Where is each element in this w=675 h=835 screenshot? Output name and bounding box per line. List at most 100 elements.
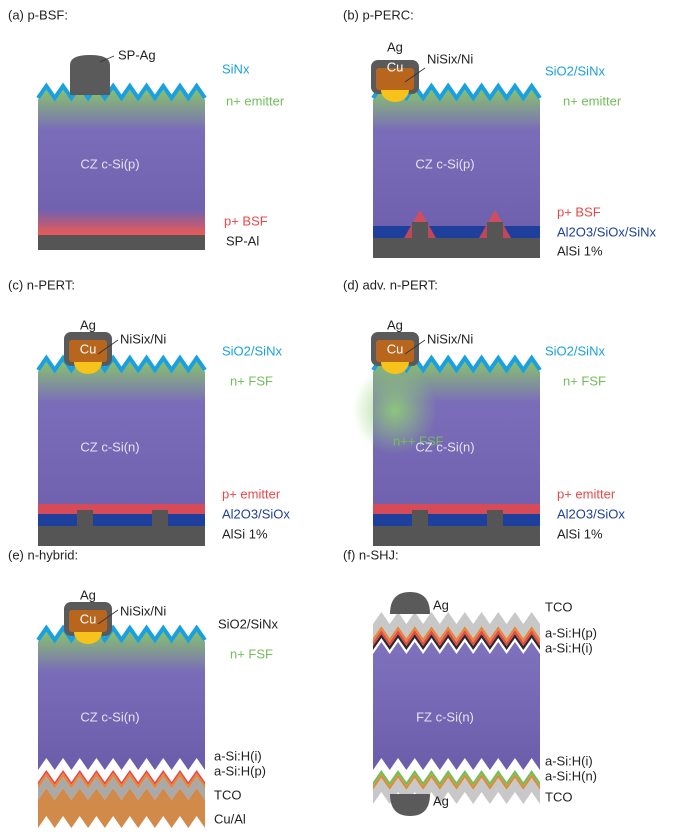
layer-label: NiSix/Ni xyxy=(120,603,166,618)
panel-title: (e) n-hybrid: xyxy=(8,547,78,562)
passivation xyxy=(373,514,540,526)
layer-label: CZ c-Si(n) xyxy=(80,439,139,454)
layer-label: TCO xyxy=(545,789,572,804)
panel-title: (c) n-PERT: xyxy=(8,277,75,292)
layer-label: a-Si:H(p) xyxy=(214,763,266,778)
layer xyxy=(373,626,540,642)
local-contact xyxy=(77,510,93,528)
layer-label: AlSi 1% xyxy=(557,526,603,541)
nisi-layer xyxy=(74,362,102,374)
layer-label: Al2O3/SiOx xyxy=(222,506,290,521)
layer-label: n++ FSF xyxy=(393,433,444,448)
front-doping xyxy=(38,88,205,130)
alsi-layer xyxy=(373,526,540,546)
layer-label: CZ c-Si(n) xyxy=(80,709,139,724)
layer-label: SiNx xyxy=(222,61,250,76)
layer-label: CZ c-Si(n) xyxy=(415,439,474,454)
nisi-layer xyxy=(381,90,409,102)
cu-plating xyxy=(69,340,107,362)
layer xyxy=(38,788,205,828)
layer-label: FZ c-Si(n) xyxy=(416,709,474,724)
layer-label: TCO xyxy=(545,599,572,614)
silicon-bulk xyxy=(373,642,540,770)
layer-label: n+ emitter xyxy=(226,93,285,108)
layer-label: Ag xyxy=(80,587,96,602)
silicon-bulk xyxy=(373,88,540,258)
cu-plating xyxy=(376,340,414,362)
layer xyxy=(373,634,540,650)
silicon-bulk xyxy=(38,360,205,546)
front-doping xyxy=(38,360,205,402)
layer-label: NiSix/Ni xyxy=(427,51,473,66)
panel-title: (f) n-SHJ: xyxy=(343,547,399,562)
panel-title: (b) p-PERC: xyxy=(343,7,414,22)
leader xyxy=(404,67,426,83)
panel-title: (a) p-BSF: xyxy=(8,7,68,22)
layer-label: SiO2/SiNx xyxy=(545,63,605,78)
layer-label: a-Si:H(i) xyxy=(545,640,593,655)
layer-label: Cu xyxy=(80,341,97,356)
emitter-layer xyxy=(373,504,540,514)
layer-label: a-Si:H(n) xyxy=(545,768,597,783)
layer-label: Cu xyxy=(80,611,97,626)
layer-label: TCO xyxy=(214,787,241,802)
emitter-layer xyxy=(38,504,205,514)
ag-grid xyxy=(390,794,430,816)
layer-label: AlSi 1% xyxy=(557,243,603,258)
arc-layer xyxy=(36,82,207,102)
ag-grid xyxy=(390,592,430,614)
layer xyxy=(373,778,540,804)
leader xyxy=(404,339,426,355)
local-contact xyxy=(412,510,428,528)
layer xyxy=(38,777,205,800)
layer-label: Ag xyxy=(80,317,96,332)
layer-label: SiO2/SiNx xyxy=(222,343,282,358)
passivation xyxy=(373,226,540,238)
layer-label: Cu/Al xyxy=(214,811,246,826)
layer-label: Ag xyxy=(433,597,449,612)
layer-label: CZ c-Si(p) xyxy=(80,156,139,171)
ag-paste xyxy=(70,55,110,95)
layer-label: SP-Al xyxy=(226,233,259,248)
layer-label: a-Si:H(i) xyxy=(214,748,262,763)
layer-label: SiO2/SiNx xyxy=(218,616,278,631)
leader xyxy=(97,339,119,355)
cell-panel: (e) n-hybrid: Ag Cu NiSix/Ni SiO2/SiNx n+ FSF… xyxy=(8,547,278,828)
layer-label: p+ emitter xyxy=(557,486,616,501)
layer xyxy=(373,612,540,638)
cell-panel: (c) n-PERT: Ag Cu NiSix/Ni SiO2/SiNx n+ FSF CZ… xyxy=(8,277,290,546)
cell-panel: (d) adv. n-PERT: Ag Cu NiSix/Ni SiO2/SiNx n+ … xyxy=(343,277,625,546)
layer-label: n+ FSF xyxy=(563,373,606,388)
layer xyxy=(373,630,540,646)
layer-label: n+ FSF xyxy=(230,373,273,388)
layer-label: SiO2/SiNx xyxy=(545,343,605,358)
front-doping xyxy=(38,630,205,672)
leader xyxy=(99,55,115,63)
al-layer xyxy=(38,235,205,250)
cell-panel: (a) p-BSF: SP-Ag SiNx n+ emitter CZ c-Si(p) p… xyxy=(8,7,285,250)
cu-plating xyxy=(69,610,107,632)
layer-label: p+ BSF xyxy=(224,213,268,228)
layer-label: NiSix/Ni xyxy=(120,331,166,346)
front-doping xyxy=(373,88,540,130)
layer-label: a-Si:H(p) xyxy=(545,625,597,640)
nisi-layer xyxy=(381,362,409,374)
layer-label: Al2O3/SiOx/SiNx xyxy=(557,224,656,239)
cell-panel: (b) p-PERC: Ag Cu NiSix/Ni SiO2/SiNx n+ emitt… xyxy=(343,7,656,258)
layer-label: CZ c-Si(p) xyxy=(415,156,474,171)
leader xyxy=(97,609,119,625)
layer-label: NiSix/Ni xyxy=(427,331,473,346)
local-contact xyxy=(412,222,428,240)
panel-title: (d) adv. n-PERT: xyxy=(343,277,438,292)
alsi-layer xyxy=(38,526,205,546)
layer-label: AlSi 1% xyxy=(222,526,268,541)
layer-label: Ag xyxy=(433,793,449,808)
nisi-layer xyxy=(74,632,102,644)
layer-label: n+ emitter xyxy=(563,93,622,108)
layer-label: Ag xyxy=(387,317,403,332)
passivation xyxy=(38,514,205,526)
layer-label: Al2O3/SiOx xyxy=(557,506,625,521)
alsi-layer xyxy=(373,238,540,258)
cell-panel: (f) n-SHJ: Ag TCO a-Si:H(p)a-Si:H(i) FZ c-Si… xyxy=(343,547,597,816)
